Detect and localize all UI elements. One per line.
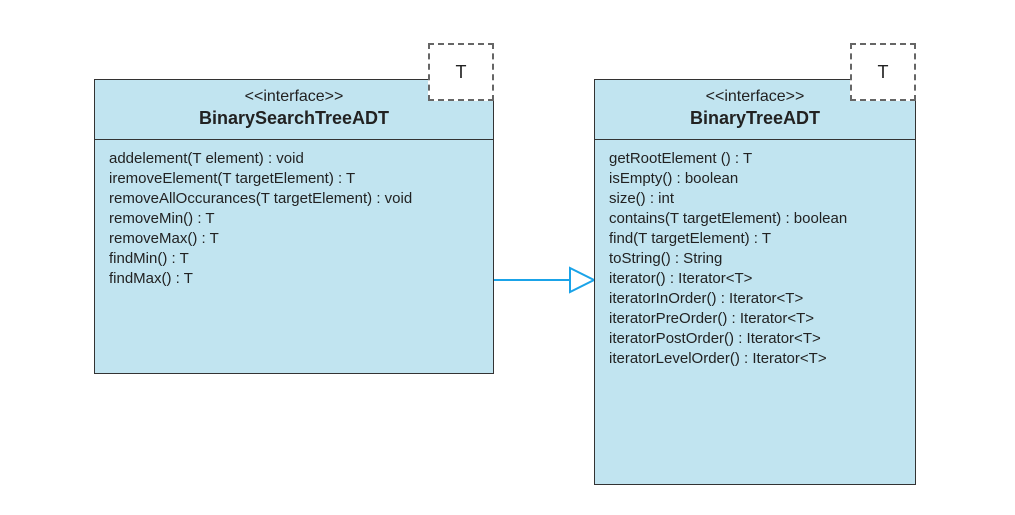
type-parameter-box: T [428, 43, 494, 101]
operation: removeMin() : T [109, 210, 479, 227]
operation: removeAllOccurances(T targetElement) : v… [109, 190, 479, 207]
class-name-label: BinarySearchTreeADT [105, 108, 483, 129]
operation: addelement(T element) : void [109, 150, 479, 167]
operation: contains(T targetElement) : boolean [609, 210, 901, 227]
operation: size() : int [609, 190, 901, 207]
operations-list: addelement(T element) : void iremoveEleme… [95, 140, 493, 300]
operation: removeMax() : T [109, 230, 479, 247]
operation: toString() : String [609, 250, 901, 267]
stereotype-label: <<interface>> [105, 88, 483, 106]
operation: iteratorPreOrder() : Iterator<T> [609, 310, 901, 327]
operation: iteratorInOrder() : Iterator<T> [609, 290, 901, 307]
operation: isEmpty() : boolean [609, 170, 901, 187]
type-parameter-label: T [456, 62, 467, 83]
operation: findMin() : T [109, 250, 479, 267]
class-name-label: BinaryTreeADT [605, 108, 905, 129]
operations-list: getRootElement () : T isEmpty() : boolean… [595, 140, 915, 380]
class-binarysearchtreeadt: <<interface>> BinarySearchTreeADT addele… [94, 79, 494, 374]
operation: find(T targetElement) : T [609, 230, 901, 247]
operation: findMax() : T [109, 270, 479, 287]
operation: getRootElement () : T [609, 150, 901, 167]
operation: iteratorLevelOrder() : Iterator<T> [609, 350, 901, 367]
type-parameter-label: T [878, 62, 889, 83]
operation: iremoveElement(T targetElement) : T [109, 170, 479, 187]
type-parameter-box: T [850, 43, 916, 101]
operation: iterator() : Iterator<T> [609, 270, 901, 287]
operation: iteratorPostOrder() : Iterator<T> [609, 330, 901, 347]
uml-canvas: <<interface>> BinarySearchTreeADT addele… [0, 0, 1015, 515]
inheritance-arrow [494, 256, 594, 304]
class-binarytreeadt: <<interface>> BinaryTreeADT getRootEleme… [594, 79, 916, 485]
